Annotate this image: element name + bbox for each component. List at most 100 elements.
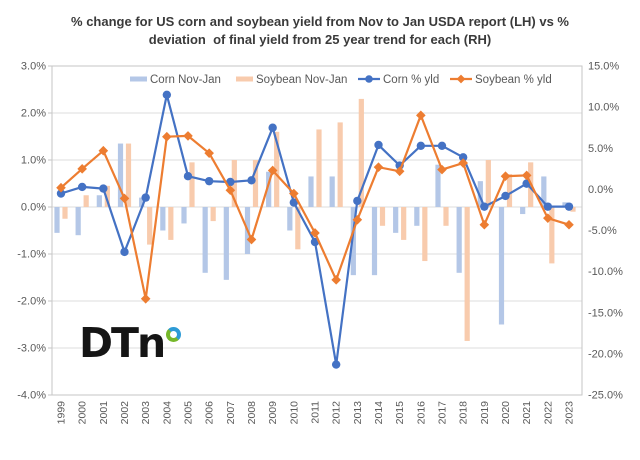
- marker-soybean-yld-2022: [543, 213, 553, 223]
- bar-soybean-nov-jan-1999: [62, 207, 68, 219]
- marker-soybean-yld-2018: [458, 158, 468, 168]
- legend-label-corn-nov-jan: Corn Nov-Jan: [150, 74, 221, 86]
- bar-soybean-nov-jan-2005: [189, 162, 195, 207]
- x-axis-year-label: 2000: [77, 401, 89, 425]
- soybean-bars-group: [62, 98, 576, 341]
- bar-corn-nov-jan-2006: [202, 207, 208, 273]
- marker-corn-yld-2005: [183, 172, 193, 181]
- x-axis-year-label: 2009: [267, 401, 279, 425]
- bar-soybean-nov-jan-2013: [358, 98, 364, 207]
- chart-title: % change for US corn and soybean yield f…: [0, 13, 640, 48]
- marker-soybean-yld-2012: [331, 275, 341, 285]
- chart-title-line2: deviation of final yield from 25 year tr…: [148, 31, 492, 47]
- bar-soybean-nov-jan-2015: [401, 207, 407, 240]
- x-axis-year-label: 2011: [310, 401, 322, 424]
- marker-corn-yld-2016: [416, 141, 426, 150]
- legend-swatch-corn-nov-jan: [130, 76, 147, 82]
- marker-soybean-yld-2019: [479, 219, 490, 230]
- marker-corn-yld-1999: [56, 189, 66, 198]
- x-axis-year-label: 2021: [521, 401, 533, 425]
- bar-corn-nov-jan-2014: [371, 207, 378, 276]
- marker-soybean-yld-2015: [394, 166, 405, 177]
- bar-corn-nov-jan-2023: [562, 202, 568, 207]
- bar-corn-nov-jan-2021: [520, 207, 526, 215]
- bar-soybean-nov-jan-2009: [274, 131, 280, 207]
- bar-corn-nov-jan-2004: [160, 207, 166, 231]
- bar-soybean-nov-jan-2014: [379, 207, 386, 226]
- plot-border: [51, 65, 583, 396]
- x-axis-year-label: 2010: [288, 401, 300, 425]
- bar-corn-nov-jan-2011: [308, 176, 314, 207]
- dtn-logo: DTn: [79, 323, 182, 364]
- marker-soybean-yld-2016: [416, 110, 426, 121]
- x-axis-year-label: 2022: [542, 401, 554, 425]
- marker-soybean-yld-2021: [521, 170, 532, 181]
- marker-corn-yld-2017: [437, 141, 447, 150]
- x-axis-year-label: 2019: [479, 401, 491, 425]
- legend-marker-soybean-yld: [456, 74, 466, 84]
- bar-soybean-nov-jan-2006: [210, 207, 216, 222]
- bar-soybean-nov-jan-2016: [422, 207, 428, 262]
- marker-corn-yld-2009: [268, 123, 277, 132]
- bar-corn-nov-jan-2000: [75, 207, 81, 236]
- legend-label-soybean-nov-jan: Soybean Nov-Jan: [256, 74, 347, 86]
- marker-soybean-yld-2007: [225, 185, 236, 195]
- bar-corn-nov-jan-2002: [117, 143, 124, 207]
- x-axis-year-label: 2014: [373, 401, 385, 425]
- bar-corn-nov-jan-2012: [329, 176, 335, 207]
- bar-soybean-nov-jan-2012: [337, 122, 343, 207]
- right-axis-tick-label: -5.0%: [588, 225, 617, 237]
- bar-soybean-nov-jan-2001: [104, 185, 110, 207]
- legend-swatch-soybean-nov-jan: [236, 76, 253, 82]
- right-axis-tick-label: 0.0%: [588, 184, 613, 196]
- bar-corn-nov-jan-2003: [139, 197, 145, 207]
- bar-soybean-nov-jan-2020: [506, 174, 513, 207]
- x-axis-year-label: 2017: [437, 401, 449, 425]
- corn-yld-line-group: [56, 90, 574, 369]
- x-axis-year-label: 2012: [331, 401, 343, 425]
- bar-soybean-nov-jan-2010: [295, 207, 301, 250]
- marker-corn-yld-2020: [501, 191, 510, 201]
- marker-soybean-yld-2000: [77, 164, 87, 174]
- x-axis-year-label: 2003: [140, 401, 152, 425]
- x-axis-labels: 1999 2000 2001 2002 2003 2004 2005 2006 2007 2008…: [56, 401, 576, 425]
- right-axis-tick-label: 10.0%: [588, 102, 619, 114]
- x-axis-year-label: 2002: [119, 401, 131, 425]
- corn-bars-group: [54, 143, 568, 325]
- marker-soybean-yld-2014: [373, 162, 384, 172]
- right-axis-labels: 15.0% 10.0% 5.0% 0.0% -5.0% -10.0% -15.0% -20.0…: [588, 61, 623, 402]
- bar-corn-nov-jan-2019: [477, 181, 483, 207]
- marker-corn-yld-2010: [289, 198, 299, 207]
- x-axis-year-label: 2001: [98, 401, 110, 425]
- bar-soybean-nov-jan-2018: [464, 207, 470, 341]
- marker-corn-yld-2006: [204, 176, 214, 186]
- bar-soybean-nov-jan-2003: [147, 207, 153, 245]
- marker-soybean-yld-2009: [267, 165, 278, 176]
- bar-corn-nov-jan-2020: [498, 207, 505, 325]
- marker-corn-yld-2004: [162, 90, 172, 99]
- marker-corn-yld-2018: [458, 153, 468, 162]
- left-axis-tick-label: -2.0%: [17, 296, 46, 308]
- marker-corn-yld-2007: [226, 177, 235, 187]
- right-axis-tick-label: -15.0%: [588, 307, 623, 319]
- x-axis-year-label: 2023: [564, 401, 576, 425]
- dtn-logo-ring-icon: [166, 327, 182, 342]
- x-axis-year-label: 1999: [56, 401, 68, 425]
- marker-soybean-yld-2005: [183, 131, 193, 141]
- marker-soybean-yld-2001: [98, 145, 109, 156]
- bar-corn-nov-jan-2016: [414, 207, 420, 226]
- bar-soybean-nov-jan-2023: [570, 207, 576, 212]
- x-axis-year-label: 2007: [225, 401, 237, 425]
- marker-corn-yld-2014: [374, 140, 383, 150]
- bar-corn-nov-jan-2022: [541, 176, 547, 207]
- bar-corn-nov-jan-2007: [223, 207, 229, 280]
- x-axis-year-label: 2005: [183, 401, 195, 425]
- bar-soybean-nov-jan-2008: [252, 160, 259, 207]
- left-axis-tick-label: 1.0%: [21, 155, 46, 167]
- marker-soybean-yld-1999: [56, 182, 66, 193]
- bar-corn-nov-jan-1999: [54, 207, 60, 233]
- marker-soybean-yld-2006: [204, 148, 214, 158]
- bar-soybean-nov-jan-2017: [443, 207, 449, 226]
- marker-soybean-yld-2020: [500, 171, 511, 182]
